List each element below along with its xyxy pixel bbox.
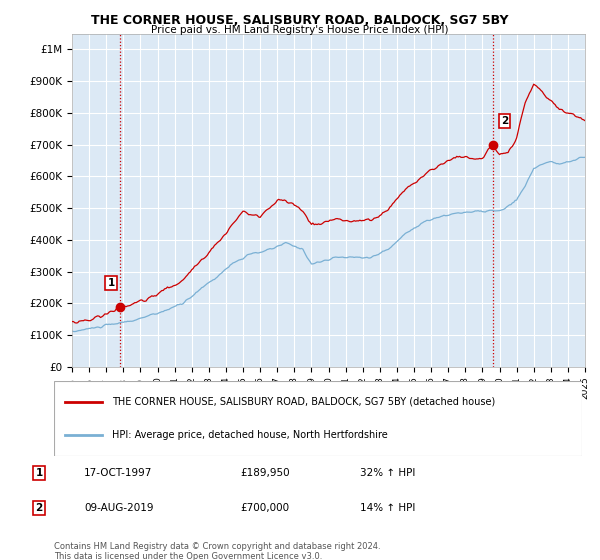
Text: 32% ↑ HPI: 32% ↑ HPI xyxy=(360,468,415,478)
Text: THE CORNER HOUSE, SALISBURY ROAD, BALDOCK, SG7 5BY: THE CORNER HOUSE, SALISBURY ROAD, BALDOC… xyxy=(91,14,509,27)
Text: 2: 2 xyxy=(501,116,508,126)
Text: 14% ↑ HPI: 14% ↑ HPI xyxy=(360,503,415,513)
Text: £700,000: £700,000 xyxy=(240,503,289,513)
Text: 2: 2 xyxy=(35,503,43,513)
Text: Contains HM Land Registry data © Crown copyright and database right 2024.
This d: Contains HM Land Registry data © Crown c… xyxy=(54,542,380,560)
Text: 1: 1 xyxy=(107,278,115,288)
Text: 09-AUG-2019: 09-AUG-2019 xyxy=(84,503,154,513)
Text: 1: 1 xyxy=(35,468,43,478)
Text: HPI: Average price, detached house, North Hertfordshire: HPI: Average price, detached house, Nort… xyxy=(112,430,388,440)
Text: THE CORNER HOUSE, SALISBURY ROAD, BALDOCK, SG7 5BY (detached house): THE CORNER HOUSE, SALISBURY ROAD, BALDOC… xyxy=(112,397,496,407)
Text: £189,950: £189,950 xyxy=(240,468,290,478)
Text: 17-OCT-1997: 17-OCT-1997 xyxy=(84,468,152,478)
Text: Price paid vs. HM Land Registry's House Price Index (HPI): Price paid vs. HM Land Registry's House … xyxy=(151,25,449,35)
FancyBboxPatch shape xyxy=(54,381,582,456)
